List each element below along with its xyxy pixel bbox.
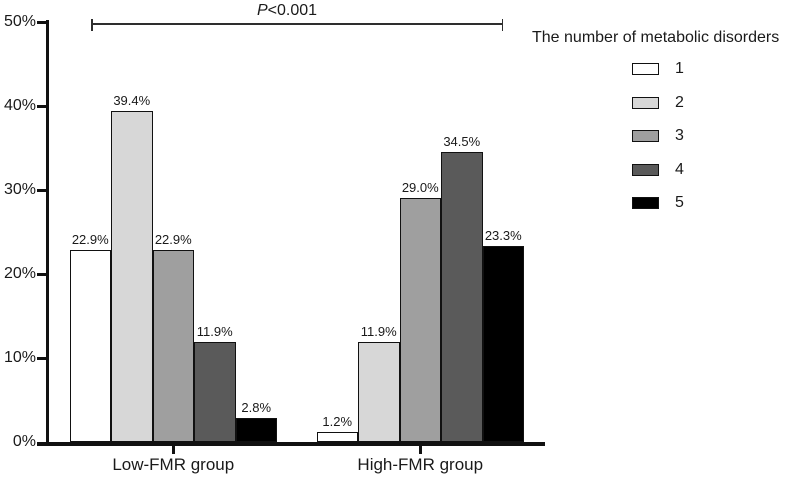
bar-value-label: 22.9% [71, 231, 109, 247]
y-tick-label: 0% [12, 433, 36, 450]
bar-high-fmr-disorders-5 [482, 246, 524, 442]
bar-low-fmr-disorders-3 [152, 249, 194, 442]
y-tick-40% [37, 104, 49, 108]
y-tick-label: 20% [3, 265, 36, 282]
x-axis [37, 442, 545, 446]
bar-value-label: 23.3% [484, 228, 522, 244]
legend-item-3: 3 [632, 128, 684, 144]
y-tick-20% [37, 272, 49, 276]
bracket-left-tick [91, 18, 93, 31]
y-tick-label: 50% [3, 13, 36, 30]
legend-title: The number of metabolic disorders [532, 29, 780, 46]
p-value-label: P<0.001 [227, 2, 347, 20]
bar-value-label: 39.4% [113, 93, 151, 109]
legend-item-2: 2 [632, 93, 684, 111]
bar-low-fmr-disorders-1 [69, 249, 111, 442]
x-tick-high-fmr [418, 445, 422, 454]
y-tick-label: 40% [3, 97, 36, 114]
category-label-low-fmr: Low-FMR group [112, 455, 235, 474]
category-label-high-fmr: High-FMR group [357, 455, 484, 474]
legend-label-5: 5 [675, 194, 684, 211]
x-tick-low-fmr [171, 445, 175, 454]
legend-swatch-4 [632, 163, 659, 176]
y-tick-30% [37, 188, 49, 192]
y-axis [46, 20, 49, 445]
legend-swatch-1 [632, 63, 659, 75]
legend-label-3: 3 [675, 127, 684, 144]
bracket-right-tick [501, 18, 503, 31]
bar-high-fmr-disorders-3 [399, 198, 441, 442]
bracket-horizontal-line [91, 23, 503, 25]
p-value-rest: <0.001 [267, 2, 318, 19]
bar-high-fmr-disorders-2 [358, 342, 400, 442]
legend-swatch-2 [632, 96, 659, 109]
bar-low-fmr-disorders-2 [111, 111, 153, 442]
legend-item-4: 4 [632, 160, 684, 178]
bar-value-label: 2.8% [241, 400, 272, 416]
bar-value-label: 11.9% [360, 324, 397, 340]
bar-value-label: 22.9% [154, 231, 192, 247]
legend-label-1: 1 [675, 60, 684, 77]
y-tick-label: 10% [3, 349, 36, 366]
legend-label-2: 2 [675, 93, 684, 111]
y-tick-50% [37, 20, 49, 24]
legend-item-5: 5 [632, 195, 684, 211]
legend-swatch-5 [632, 197, 659, 209]
bar-value-label: 1.2% [322, 413, 353, 429]
legend-label-4: 4 [675, 160, 684, 178]
legend-swatch-3 [632, 130, 659, 142]
bar-high-fmr-disorders-1 [316, 431, 358, 442]
bar-high-fmr-disorders-4 [441, 152, 483, 442]
p-value-italic-p: P [256, 2, 268, 19]
bar-low-fmr-disorders-5 [235, 418, 277, 442]
legend-item-1: 1 [632, 61, 684, 77]
bar-value-label: 34.5% [443, 134, 481, 150]
y-tick-label: 30% [3, 181, 36, 198]
bar-value-label: 29.0% [401, 180, 439, 196]
bar-value-label: 11.9% [196, 324, 233, 340]
bar-low-fmr-disorders-4 [194, 342, 236, 442]
y-tick-10% [37, 356, 49, 360]
